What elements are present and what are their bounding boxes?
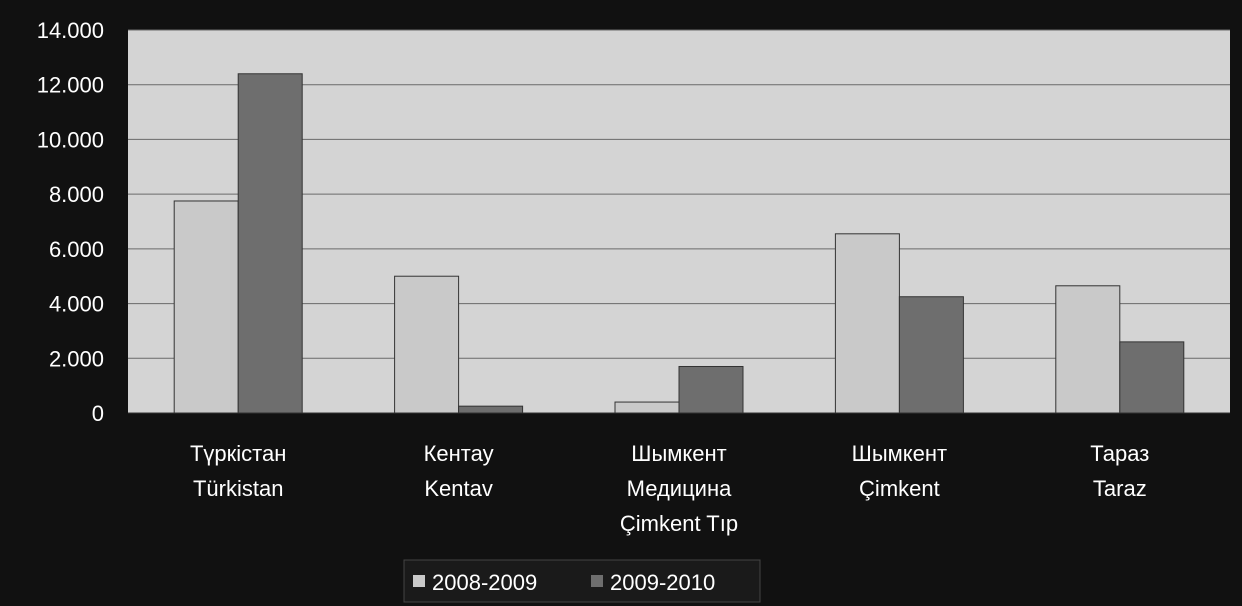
category-label: Çimkent Tıp — [620, 511, 738, 536]
legend-box — [403, 559, 761, 603]
bar-2009-2010-4 — [1119, 341, 1185, 414]
category-label: Taraz — [1093, 476, 1147, 501]
legend-label-2009-2010: 2009-2010 — [610, 570, 715, 595]
y-tick-label: 10.000 — [37, 127, 104, 152]
bar-2008-2009-4 — [1055, 285, 1121, 414]
category-label: Тараз — [1090, 441, 1149, 466]
y-tick-label: 4.000 — [49, 292, 104, 317]
category-label: Медицина — [627, 476, 732, 501]
y-tick-label: 8.000 — [49, 182, 104, 207]
bar-2008-2009-0 — [173, 200, 239, 414]
legend: 2008-2009 2009-2010 — [403, 559, 761, 603]
bar-2008-2009-2 — [614, 401, 680, 414]
bar-2009-2010-2 — [678, 365, 744, 414]
y-tick-label: 2.000 — [49, 346, 104, 371]
category-label: Çimkent — [859, 476, 940, 501]
gridlines — [128, 29, 1230, 359]
bars — [128, 73, 1230, 414]
category-label: Kentav — [424, 476, 493, 501]
category-label: Түркістан — [190, 441, 286, 466]
plot-area — [128, 30, 1230, 413]
bar-2008-2009-3 — [834, 233, 900, 414]
category-label: Türkistan — [193, 476, 283, 501]
y-tick-label: 0 — [92, 401, 104, 426]
category-label: Шымкент — [852, 441, 947, 466]
legend-swatch-2009-2010 — [591, 575, 603, 587]
y-axis-tick-labels: 0 2.000 4.000 6.000 8.000 10.000 12.000 14.000 — [37, 18, 104, 426]
legend-swatch-2008-2009 — [413, 575, 425, 587]
bar-2009-2010-3 — [898, 296, 964, 414]
y-tick-label: 6.000 — [49, 237, 104, 262]
legend-label-2008-2009: 2008-2009 — [432, 570, 537, 595]
y-tick-label: 14.000 — [37, 18, 104, 43]
bar-2009-2010-1 — [458, 405, 524, 414]
category-label: Кентау — [424, 441, 494, 466]
bar-2009-2010-0 — [237, 73, 303, 414]
bar-2008-2009-1 — [394, 275, 460, 414]
x-axis-category-labels: Түркістан Türkistan Кентау Kentav Шымкент Мед… — [190, 441, 1149, 536]
category-label: Шымкент — [631, 441, 726, 466]
y-tick-label: 12.000 — [37, 73, 104, 98]
